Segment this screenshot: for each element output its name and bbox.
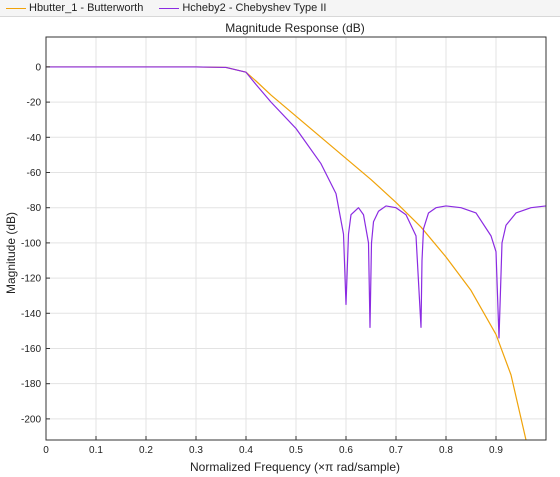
x-tick-label: 0.7 <box>389 445 403 456</box>
legend-label-chebyshev: Hcheby2 - Chebyshev Type II <box>182 2 327 14</box>
series-line-chebyshev <box>46 66 546 339</box>
x-tick-label: 0.1 <box>89 445 103 456</box>
y-tick-label: -160 <box>21 344 41 355</box>
x-tick-label: 0 <box>43 445 49 456</box>
grid <box>45 37 546 440</box>
magnitude-chart: Magnitude Response (dB) 0 0.1 0.2 0.3 0.4 0.5… <box>4 21 547 474</box>
plot-area <box>46 66 546 440</box>
legend-item-butterworth[interactable]: Hbutter_1 - Butterworth <box>6 2 143 14</box>
y-tick-label: -140 <box>21 309 41 320</box>
x-axis-label: Normalized Frequency (×π rad/sample) <box>190 460 400 474</box>
y-tick-label: -80 <box>27 203 42 214</box>
y-tick-label: -40 <box>27 133 42 144</box>
chart-title: Magnitude Response (dB) <box>225 21 364 35</box>
legend-label-butterworth: Hbutter_1 - Butterworth <box>29 2 144 14</box>
legend-swatch-chebyshev <box>159 7 180 9</box>
x-tick-label: 0.9 <box>489 445 503 456</box>
y-tick-label: -200 <box>21 414 41 425</box>
y-tick-label: -100 <box>21 238 41 249</box>
legend: Hbutter_1 - Butterworth Hcheby2 - Chebys… <box>0 0 560 17</box>
x-tick-label: 0.3 <box>189 445 203 456</box>
y-tick-label: -60 <box>27 168 42 179</box>
legend-swatch-butterworth <box>6 7 26 9</box>
x-tick-label: 0.2 <box>139 445 153 456</box>
axes-frame <box>45 36 547 441</box>
x-tick-label: 0.4 <box>239 445 253 456</box>
x-tick-label: 0.6 <box>339 445 353 456</box>
y-tick-label: -120 <box>21 274 41 285</box>
y-tick-label: -20 <box>27 98 42 109</box>
legend-item-chebyshev[interactable]: Hcheby2 - Chebyshev Type II <box>159 2 326 14</box>
y-tick-label: -180 <box>21 379 41 390</box>
x-tick-label: 0.5 <box>289 445 303 456</box>
y-axis-label: Magnitude (dB) <box>4 212 18 294</box>
x-tick-label: 0.8 <box>439 445 453 456</box>
axes: 0 0.1 0.2 0.3 0.4 0.5 0.6 0.7 0.8 0.9 0 -20 -40 -60 -8… <box>21 36 547 456</box>
y-tick-label: 0 <box>35 62 41 73</box>
